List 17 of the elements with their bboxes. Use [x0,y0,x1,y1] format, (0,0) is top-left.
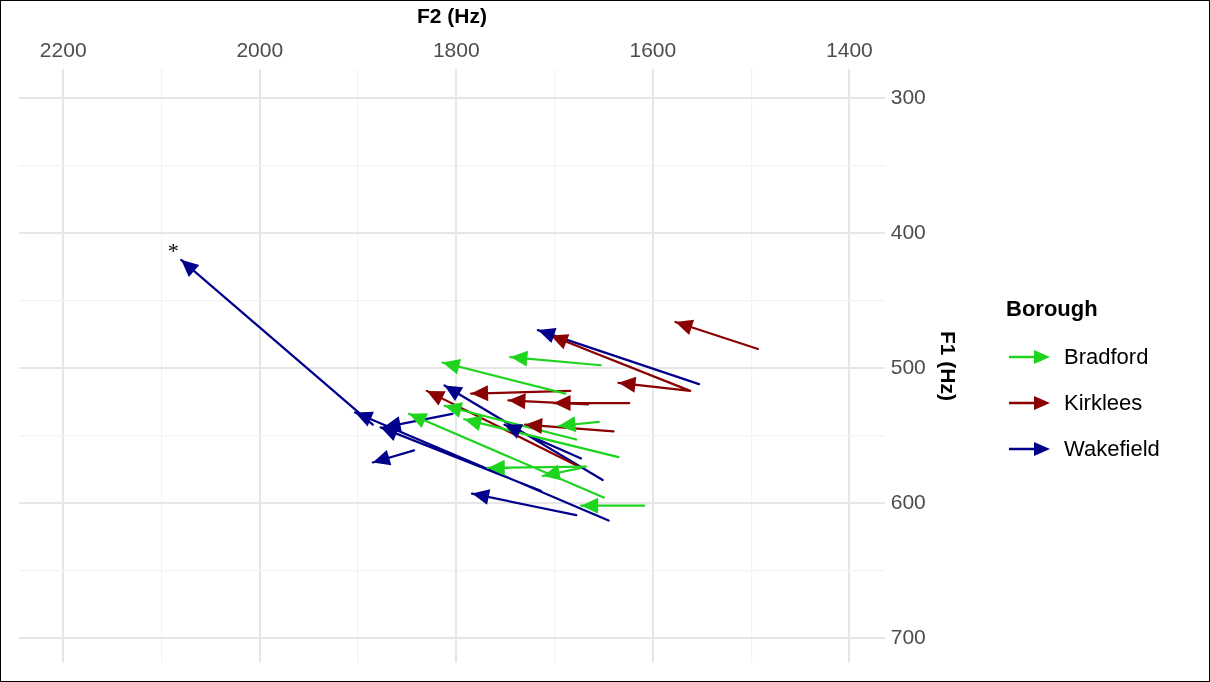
legend-label: Bradford [1064,344,1149,370]
y-tick-label: 400 [890,219,926,243]
legend-title: Borough [1006,296,1099,322]
x-tick-label: 1400 [826,37,873,61]
y-tick-label: 600 [890,489,926,513]
y-axis-title: F1 (Hz) [936,330,960,401]
y-tick-label: 300 [890,84,926,108]
x-tick-label: 1800 [432,37,480,61]
annotation: * [167,237,179,263]
x-tick-label: 2200 [39,37,87,61]
x-axis-title: F2 (Hz) [416,4,487,28]
x-tick-label: 2000 [236,37,284,61]
legend-label: Kirklees [1064,390,1143,416]
y-tick-label: 500 [890,354,926,378]
x-tick-label: 1600 [629,37,677,61]
legend-label: Wakefield [1064,436,1160,462]
y-tick-label: 700 [890,624,926,648]
